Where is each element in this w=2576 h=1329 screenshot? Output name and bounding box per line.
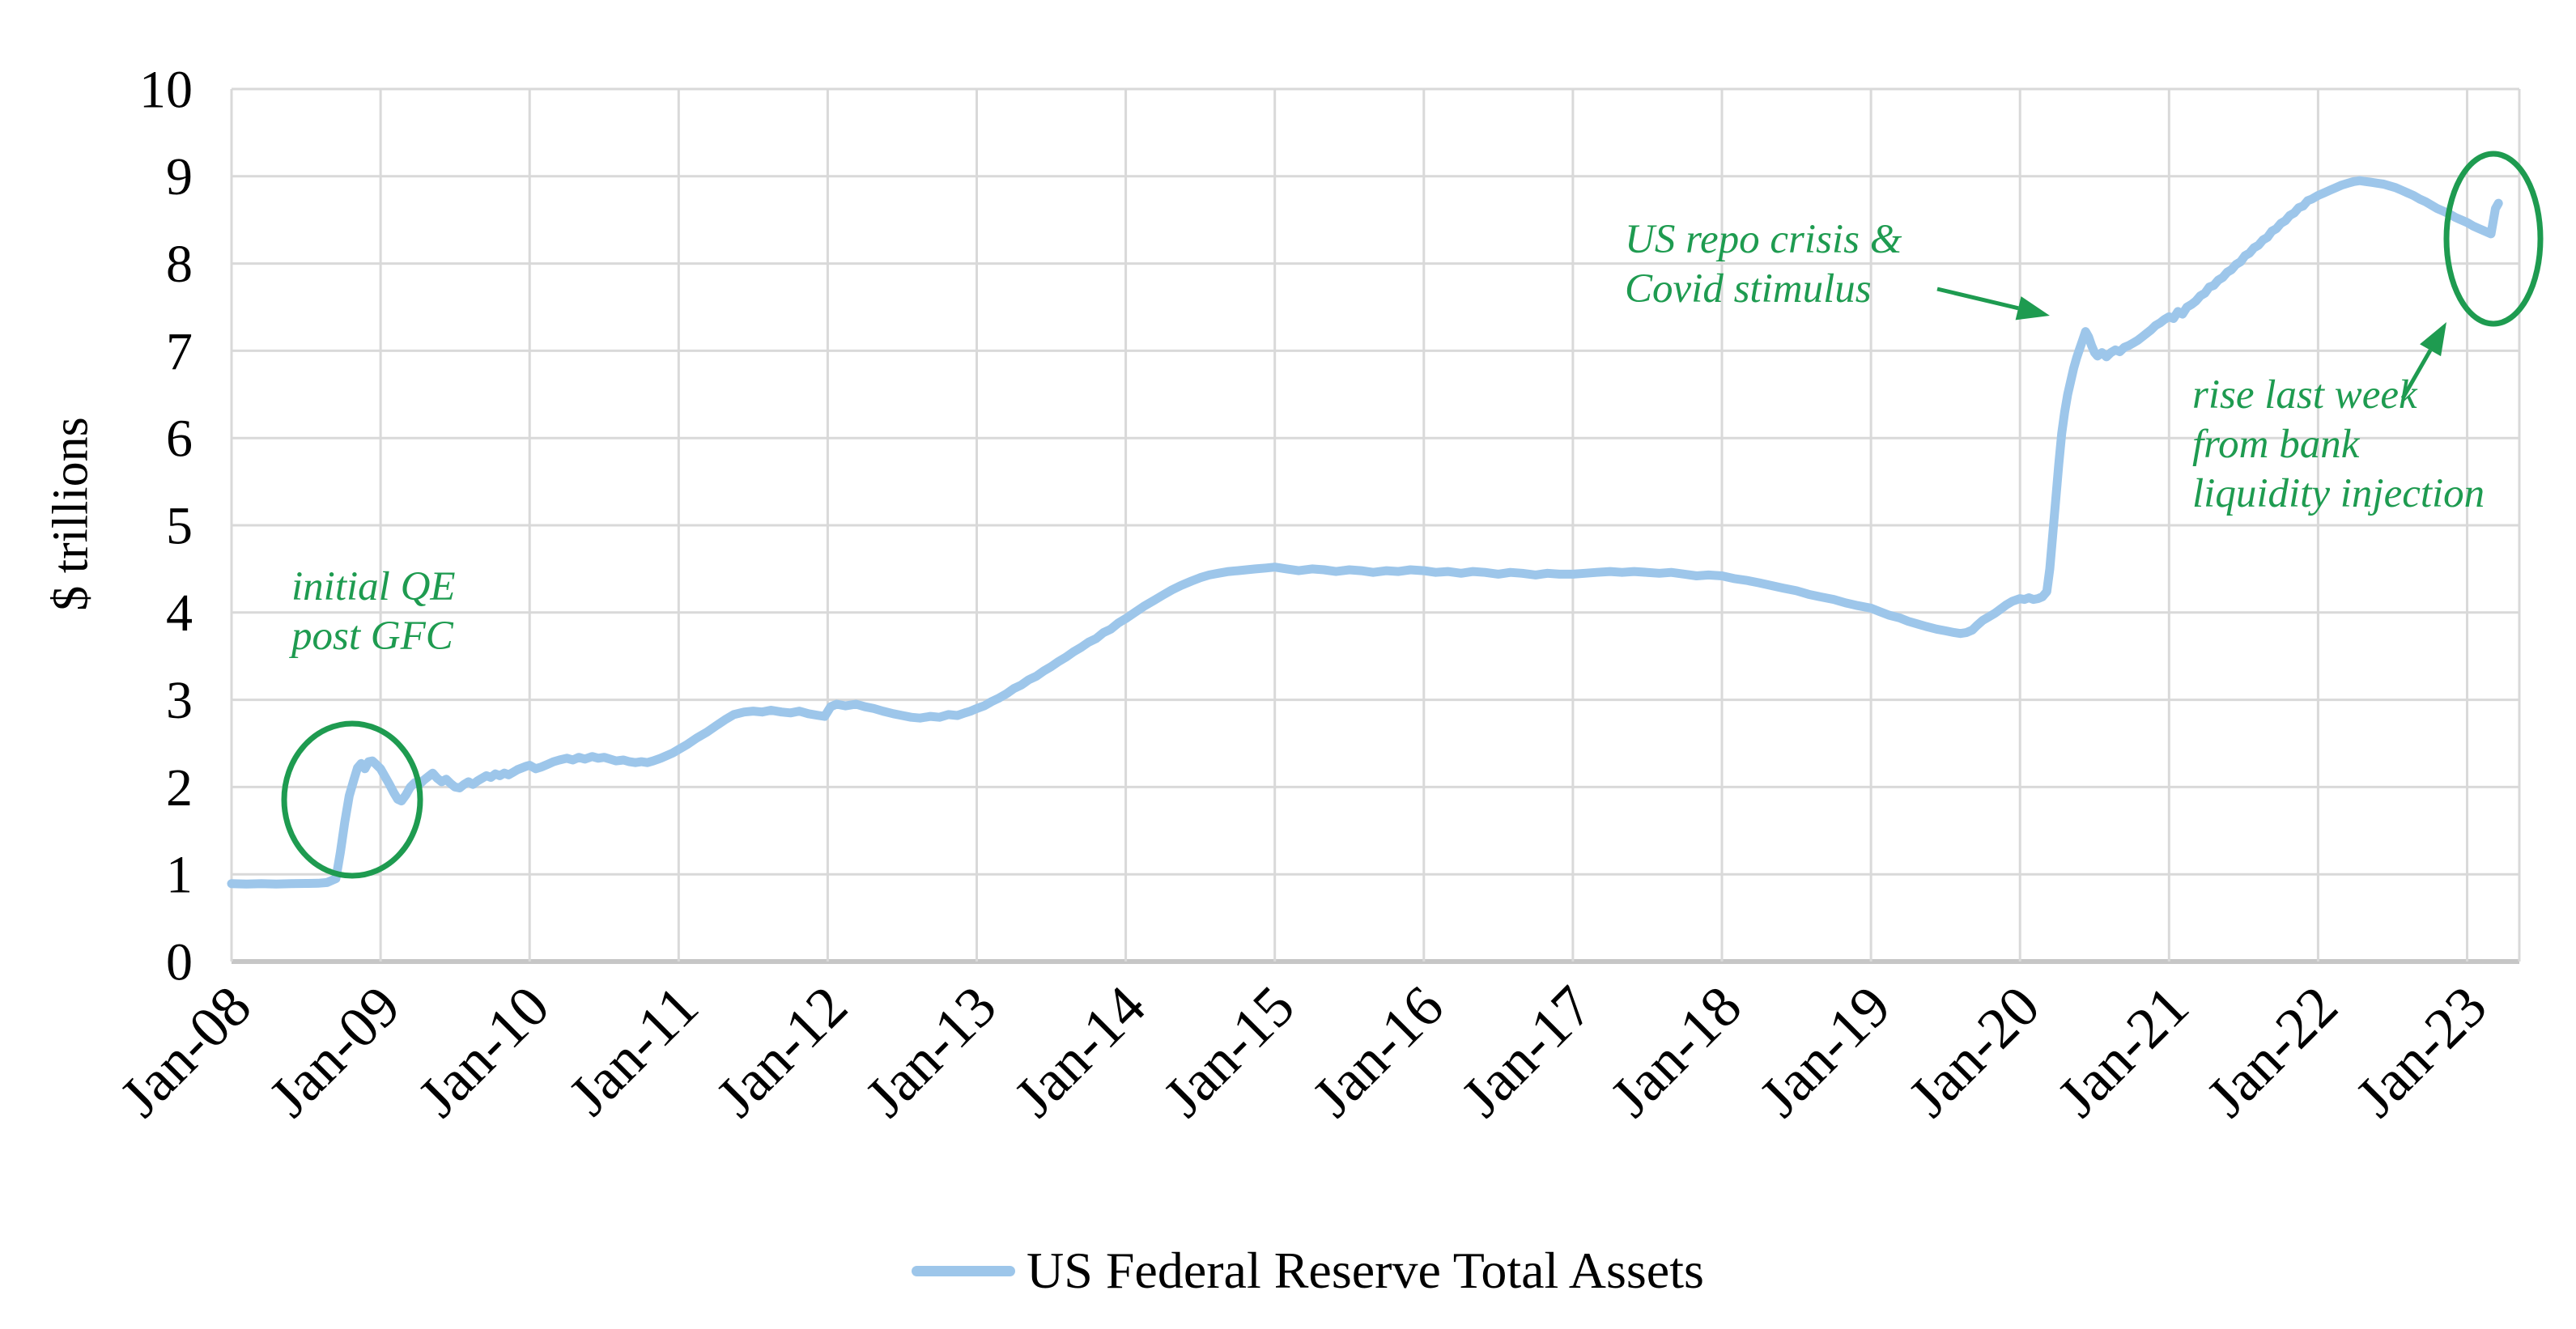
svg-text:8: 8 xyxy=(166,235,193,294)
svg-text:Jan-16: Jan-16 xyxy=(1300,974,1456,1129)
svg-text:3: 3 xyxy=(166,671,193,730)
svg-text:Jan-08: Jan-08 xyxy=(108,974,263,1129)
annotation-initial-qe: initial QE post GFC xyxy=(291,563,456,661)
svg-text:Jan-10: Jan-10 xyxy=(406,974,561,1129)
svg-text:2: 2 xyxy=(166,758,193,817)
svg-text:0: 0 xyxy=(166,932,193,991)
svg-text:Jan-20: Jan-20 xyxy=(1896,974,2051,1129)
legend-label: US Federal Reserve Total Assets xyxy=(1027,1242,1704,1299)
annotation-line: from bank xyxy=(2192,422,2360,467)
svg-text:Jan-15: Jan-15 xyxy=(1151,974,1307,1129)
data-series-line xyxy=(227,176,2503,889)
svg-text:Jan-22: Jan-22 xyxy=(2194,974,2349,1129)
annotation-repo-covid: US repo crisis & Covid stimulus xyxy=(1625,215,1902,314)
annotation-shapes xyxy=(281,151,2544,879)
svg-text:Jan-18: Jan-18 xyxy=(1598,974,1753,1129)
svg-text:Jan-17: Jan-17 xyxy=(1449,974,1605,1129)
svg-text:Jan-21: Jan-21 xyxy=(2045,974,2200,1129)
svg-text:Jan-19: Jan-19 xyxy=(1747,974,1902,1129)
svg-text:9: 9 xyxy=(166,147,193,206)
annotation-line: rise last week xyxy=(2192,372,2417,418)
svg-text:Jan-12: Jan-12 xyxy=(704,974,859,1129)
svg-text:1: 1 xyxy=(166,846,193,905)
annotation-line: US repo crisis & xyxy=(1625,217,1902,262)
annotation-bank-liquidity: rise last week from bank liquidity injec… xyxy=(2192,371,2485,519)
annotation-line: Covid stimulus xyxy=(1625,266,1872,312)
y-axis-title: $ trillions xyxy=(43,417,99,611)
svg-text:Jan-13: Jan-13 xyxy=(853,974,1009,1129)
legend-line-swatch xyxy=(912,1265,1015,1276)
annotation-line: liquidity injection xyxy=(2192,471,2485,516)
svg-text:Jan-14: Jan-14 xyxy=(1002,974,1158,1129)
svg-text:Jan-09: Jan-09 xyxy=(257,974,412,1129)
y-axis-tick-labels: 0 1 2 3 4 5 6 7 8 9 10 xyxy=(139,60,193,991)
svg-text:Jan-23: Jan-23 xyxy=(2344,974,2499,1129)
legend: US Federal Reserve Total Assets xyxy=(912,1245,1704,1297)
svg-text:10: 10 xyxy=(139,60,193,119)
svg-text:4: 4 xyxy=(166,584,193,643)
svg-text:5: 5 xyxy=(166,496,193,555)
gridlines xyxy=(230,87,2521,964)
svg-text:Jan-11: Jan-11 xyxy=(556,974,710,1127)
annotation-line: initial QE xyxy=(291,564,456,609)
svg-text:7: 7 xyxy=(166,322,193,381)
annotation-line: post GFC xyxy=(291,614,453,659)
svg-text:6: 6 xyxy=(166,410,193,469)
x-axis-tick-labels: Jan-08Jan-09Jan-10Jan-11Jan-12Jan-13Jan-… xyxy=(108,974,2499,1129)
